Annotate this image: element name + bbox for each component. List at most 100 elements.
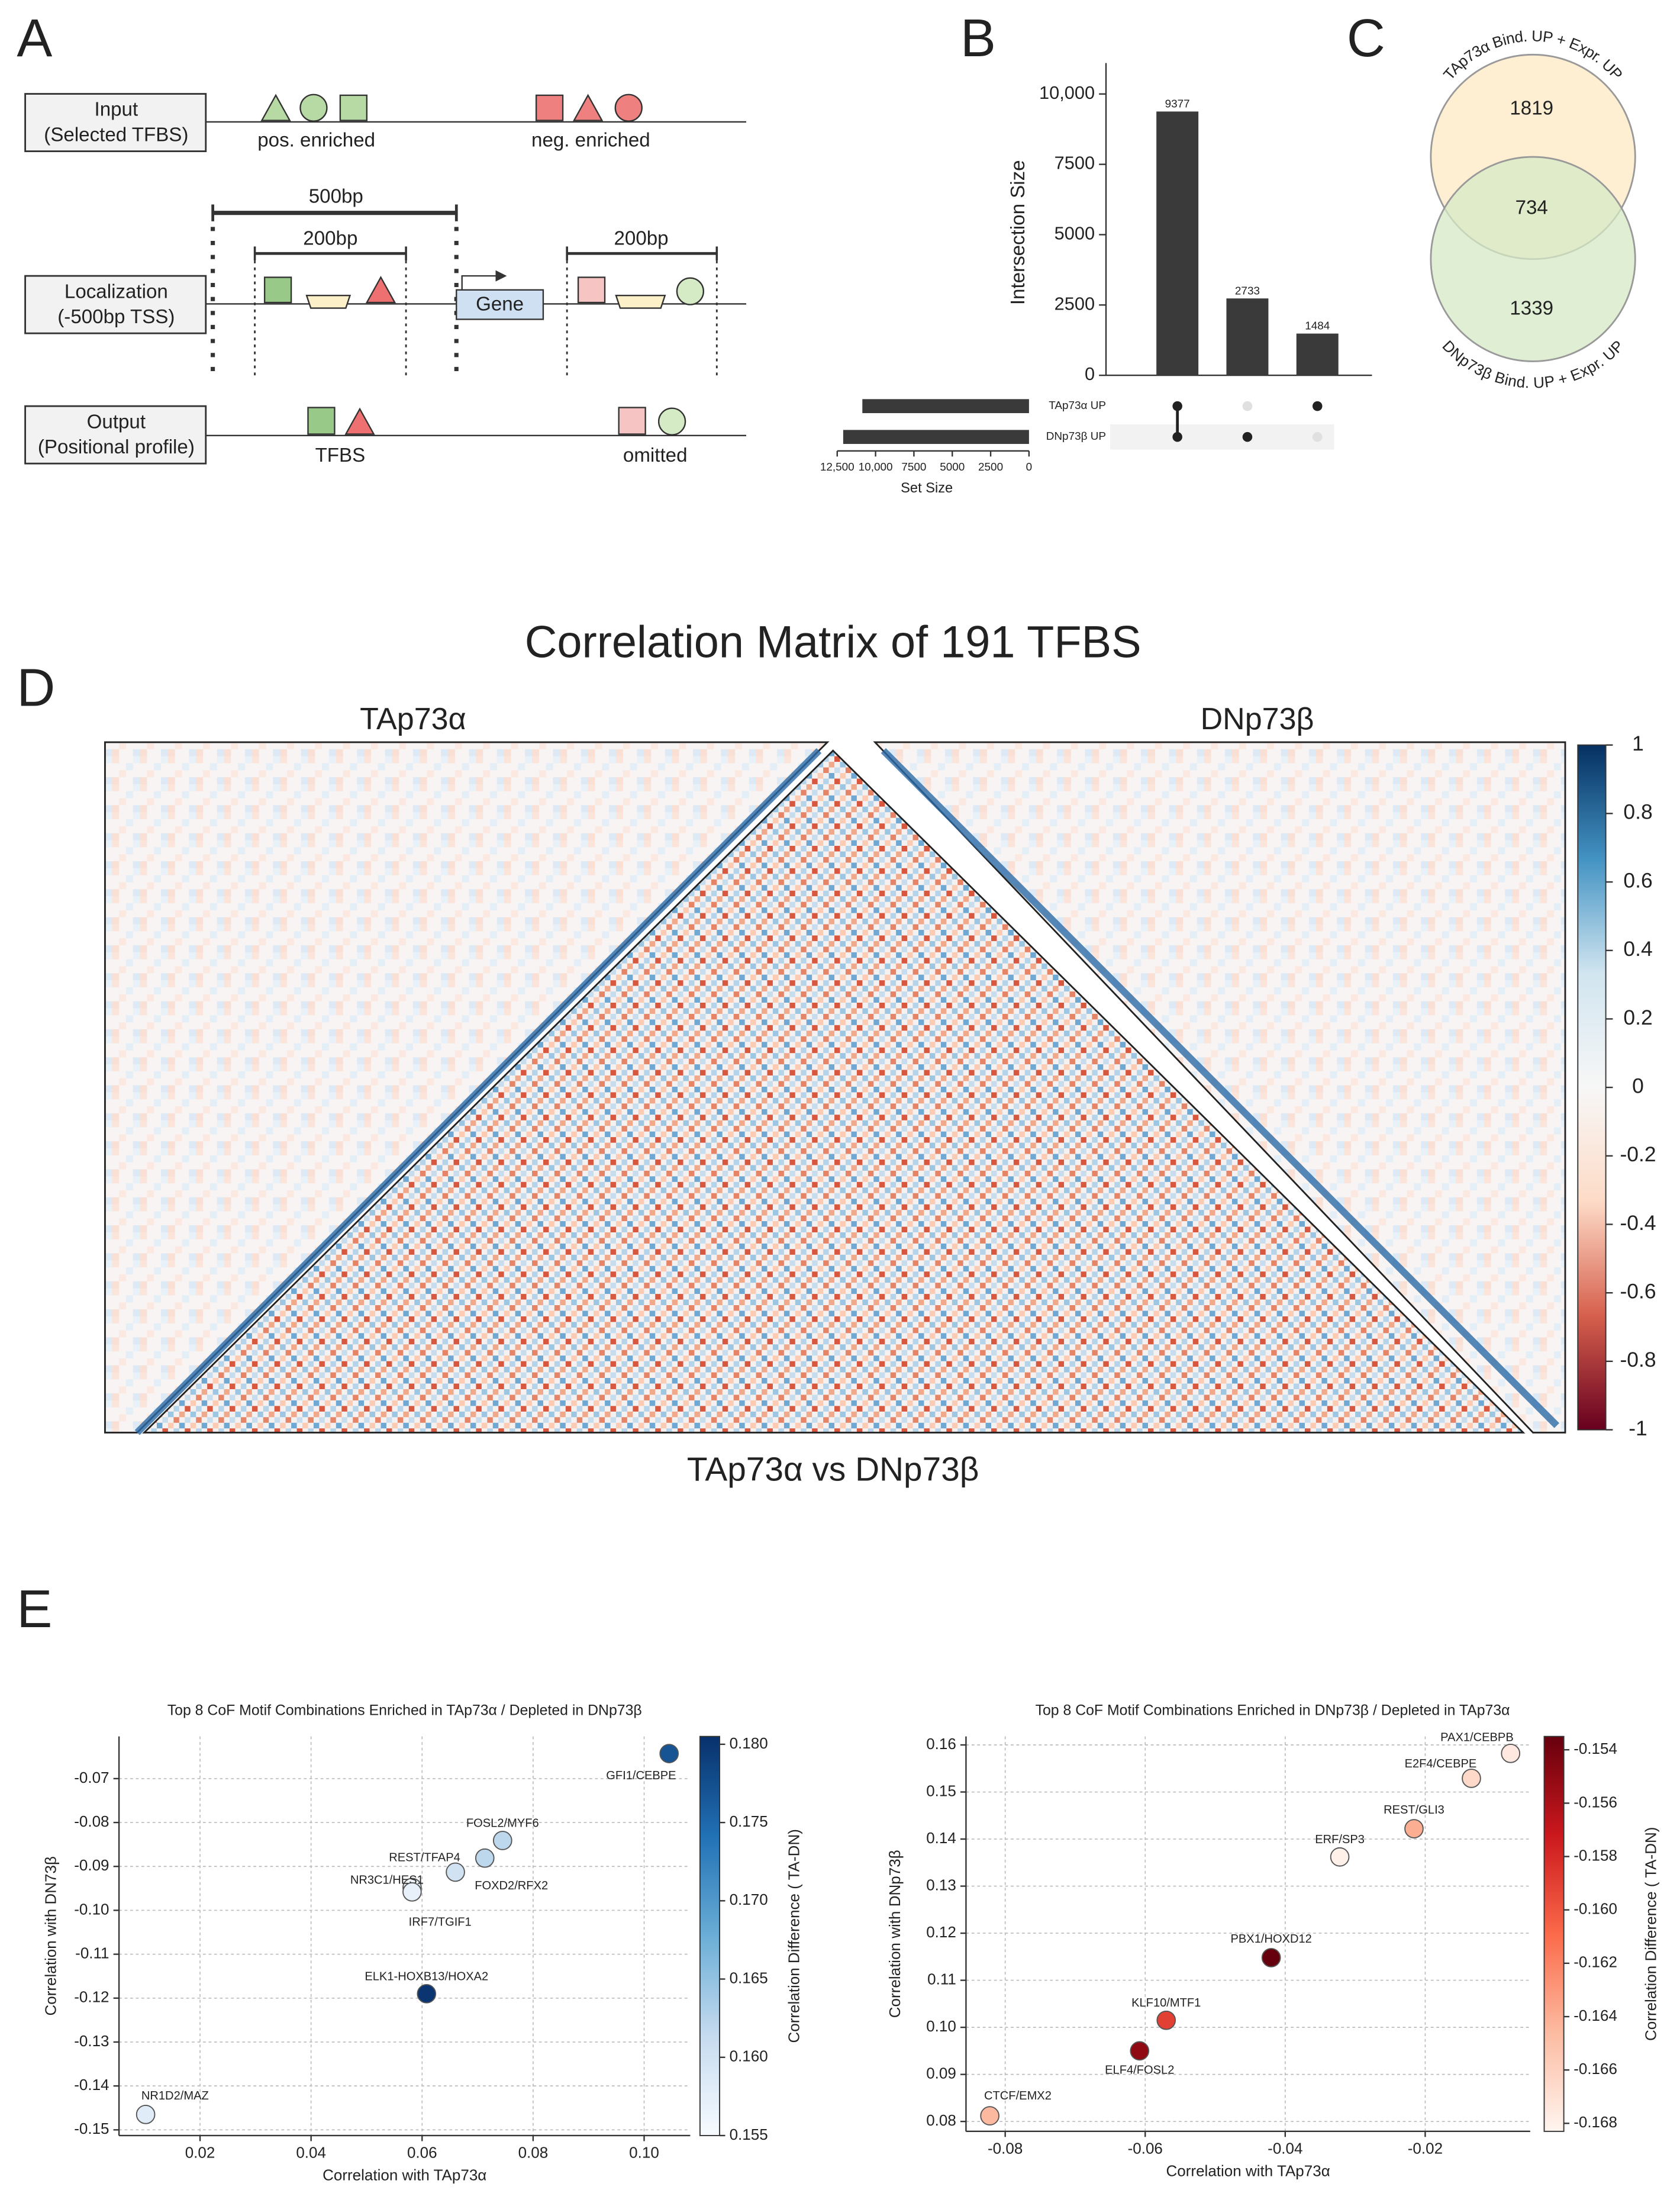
point-label: REST/TFAP4 <box>389 1851 460 1864</box>
point <box>1462 1769 1481 1788</box>
x-tick-label: 10,000 <box>859 461 893 474</box>
colorbar-tick-label: -0.154 <box>1573 1740 1617 1757</box>
x-tick-label: -0.02 <box>1408 2139 1443 2157</box>
point-label: FOXD2/RFX2 <box>475 1879 548 1892</box>
circle <box>676 277 705 305</box>
y-tick-label: 0 <box>1085 363 1095 384</box>
y-tick-label: 7500 <box>1055 153 1095 173</box>
x-axis-title: Correlation with TAp73α <box>323 2166 486 2184</box>
circle <box>657 407 686 436</box>
x-axis-title: Set Size <box>901 481 953 496</box>
colorbar <box>699 1735 720 2136</box>
point-label: CTCF/EMX2 <box>984 2089 1052 2102</box>
heatmap-diagonal <box>881 748 1559 1428</box>
colorbar-tick-label: 1 <box>1632 732 1644 755</box>
colorbar-tick-label: 0.155 <box>730 2126 768 2143</box>
panel-b: 0 2500 5000 7500 10,000 Intersection Size 9377… <box>820 63 1372 496</box>
y-tick-label: -0.11 <box>75 1944 109 1962</box>
point-label: ELK1-HOXB13/HOXA2 <box>365 1970 488 1983</box>
point <box>1501 1743 1521 1763</box>
colorbar-tick-label: -0.4 <box>1620 1211 1656 1235</box>
x-axis-title: Correlation with TAp73α <box>1166 2162 1330 2179</box>
point <box>475 1848 495 1868</box>
point <box>136 2105 156 2124</box>
circle <box>614 94 643 122</box>
caption: TFBS <box>315 445 366 466</box>
y-tick-label: -0.10 <box>74 1900 109 1918</box>
membership-dot <box>1312 431 1323 442</box>
panel-a: Input (Selected TFBS) pos. enriched neg.… <box>24 93 746 466</box>
heatmap-label: DNp73β <box>1201 702 1314 736</box>
heatmap-diagonal <box>134 748 822 1435</box>
colorbar-tick-label: -0.160 <box>1573 1900 1617 1918</box>
point <box>1156 2010 1176 2030</box>
x-tick-label: 7500 <box>901 461 926 474</box>
membership-dot <box>1172 401 1182 411</box>
y-tick-label: 0.09 <box>926 2065 956 2082</box>
chart-title: Top 8 CoF Motif Combinations Enriched in… <box>167 1703 642 1719</box>
plot-area <box>966 1736 1530 2131</box>
colorbar-tick-label: 0.170 <box>730 1891 768 1908</box>
point-label: KLF10/MTF1 <box>1131 1996 1201 2010</box>
colorbar-tick-label: -0.8 <box>1620 1348 1656 1371</box>
square <box>535 94 564 121</box>
triangle <box>572 94 604 121</box>
y-tick-label: -0.07 <box>74 1769 109 1786</box>
colorbar-tick-label: -0.6 <box>1620 1280 1656 1303</box>
colorbar-tick-label: 0 <box>1632 1074 1644 1097</box>
point-label: ERF/SP3 <box>1315 1833 1365 1846</box>
nucleosome <box>615 295 666 309</box>
heatmap-title: Correlation Matrix of 191 TFBS <box>525 617 1142 668</box>
y-tick-label: -0.14 <box>74 2076 109 2094</box>
colorbar-title: Correlation Difference ( TA-DN) <box>785 1829 803 2043</box>
point <box>417 1984 437 2004</box>
colorbar-tick-label: 0.4 <box>1623 937 1652 961</box>
y-tick-label: -0.09 <box>74 1856 109 1874</box>
row-box <box>24 93 207 152</box>
colorbar-tick-label: 0.6 <box>1623 868 1652 892</box>
point-label: NR3C1/HES1 <box>350 1873 424 1886</box>
point-label: IRF7/TGIF1 <box>409 1916 472 1929</box>
bar <box>1226 298 1269 376</box>
row-label: Output <box>87 411 146 433</box>
y-tick-label: -0.08 <box>74 1812 109 1830</box>
set-name: DNp73β UP <box>1046 430 1106 443</box>
point-label: ELF4/FOSL2 <box>1105 2063 1174 2076</box>
row-box <box>24 405 207 465</box>
row-stripe <box>1110 424 1334 450</box>
point <box>492 1831 512 1850</box>
y-tick-label: 0.15 <box>926 1782 956 1799</box>
membership-dot <box>1312 401 1323 411</box>
panel-label: B <box>960 9 996 68</box>
y-tick-label: -0.12 <box>74 1988 109 2006</box>
region-count: 734 <box>1515 197 1548 218</box>
set-size-bar <box>862 399 1029 413</box>
colorbar-tick-label: -0.158 <box>1573 1846 1617 1864</box>
membership-dot <box>1242 401 1253 411</box>
bar-value-label: 2733 <box>1235 285 1260 297</box>
row-label: (-500bp TSS) <box>57 306 175 328</box>
point-label: NR1D2/MAZ <box>141 2089 209 2102</box>
y-tick-label: 0.10 <box>926 2017 956 2035</box>
set-name: TAp73α UP <box>1049 400 1106 412</box>
row-label: (Positional profile) <box>38 436 195 458</box>
point <box>1130 2041 1150 2061</box>
point <box>1330 1847 1350 1867</box>
point <box>1404 1819 1424 1838</box>
point <box>659 1744 679 1763</box>
tss-arrow <box>461 275 496 290</box>
y-tick-label: 10,000 <box>1039 82 1095 103</box>
panel-d: Correlation Matrix of 191 TFBS TAp73α DN… <box>104 617 1656 1489</box>
caption: omitted <box>623 445 688 466</box>
colorbar-tick-label: 0.175 <box>730 1812 768 1830</box>
chart-title: Top 8 CoF Motif Combinations Enriched in… <box>1036 1703 1510 1719</box>
x-tick-label: 0 <box>1026 461 1033 474</box>
y-tick-label: 0.08 <box>926 2111 956 2129</box>
y-axis-title: Correlation with DN73β <box>41 1856 59 2015</box>
colorbar-tick-label: -0.166 <box>1573 2060 1617 2078</box>
membership-dot <box>1242 431 1253 442</box>
bar-value-label: 1484 <box>1305 320 1330 333</box>
span-label: 500bp <box>309 185 363 207</box>
